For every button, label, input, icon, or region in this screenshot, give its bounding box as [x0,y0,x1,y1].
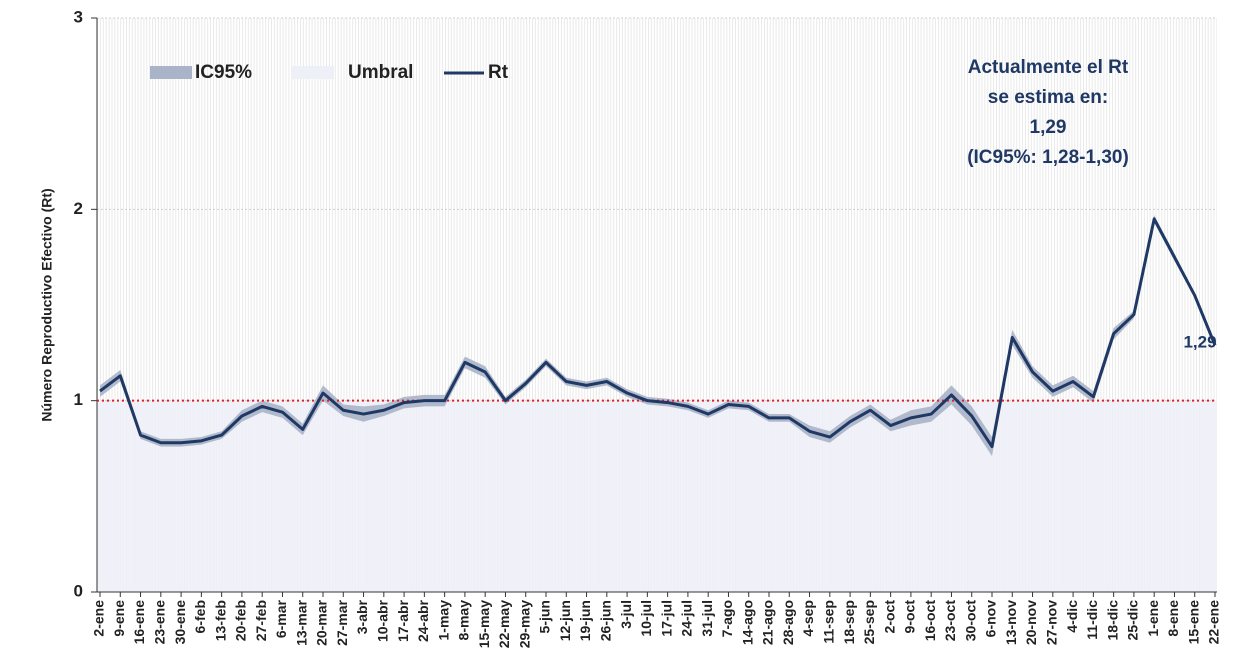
x-tick-label: 23-oct [942,600,958,642]
y-tick-label: 1 [74,390,83,409]
x-tick-label: 25-sep [861,600,877,644]
x-tick-label: 19-jun [577,600,593,641]
x-tick-label: 2-ene [91,600,107,637]
y-tick-label: 0 [74,581,83,600]
x-tick-label: 17-abr [395,599,411,642]
rt-line [99,217,1217,449]
x-tick-label: 27-nov [1044,600,1060,645]
x-tick-label: 10-abr [375,599,391,642]
x-tick-label: 16-ene [131,600,147,645]
x-tick-label: 24-jul [679,600,695,637]
x-tick-label: 8-ene [1165,600,1181,637]
legend-label: IC95% [195,62,252,83]
x-tick-label: 4-dic [1064,600,1080,633]
x-tick-label: 30-oct [962,600,978,642]
x-tick-label: 11-dic [1084,600,1100,640]
x-tick-label: 22-ene [1206,600,1222,645]
x-tick-label: 6-mar [273,599,289,638]
x-tick-label: 4-sep [800,600,816,637]
x-tick-label: 23-ene [152,600,168,645]
x-tick-label: 8-may [456,600,472,641]
x-tick-label: 18-dic [1104,600,1120,641]
annotation: (IC95%: 1,28-1,30) [967,147,1129,168]
x-tick-label: 1-ene [1145,600,1161,637]
x-tick-label: 13-mar [293,599,309,645]
threshold-area [97,400,1217,592]
x-tick-label: 27-mar [334,599,350,645]
x-tick-label: 9-ene [111,600,127,637]
y-tick-label: 2 [74,199,83,218]
x-tick-label: 13-feb [212,600,228,641]
x-tick-label: 15-may [476,600,492,648]
y-tick-label: 3 [74,7,83,26]
x-tick-label: 26-jun [598,600,614,641]
x-tick-label: 14-ago [739,600,755,645]
x-tick-label: 20-mar [314,599,330,645]
x-tick-label: 24-abr [415,599,431,642]
x-tick-label: 30-ene [172,600,188,645]
annotation: 1,29 [1030,117,1067,138]
legend-label: Umbral [348,62,413,83]
x-tick-label: 2-oct [881,600,897,634]
end-label: 1,29 [1183,332,1216,351]
x-tick-label: 11-sep [821,600,837,644]
x-tick-label: 6-nov [983,600,999,638]
x-tick-label: 31-jul [699,600,715,637]
legend-swatch [292,66,334,79]
x-tick-label: 1-may [435,600,451,641]
x-tick-label: 25-dic [1125,600,1141,641]
x-tick-label: 13-nov [1003,600,1019,645]
x-tick-label: 3-abr [354,599,370,634]
x-tick-label: 20-nov [1023,600,1039,645]
legend-swatch [150,66,192,79]
y-axis-label: Número Reproductivo Efectivo (Rt) [39,188,55,421]
x-tick-label: 7-ago [719,600,735,637]
annotation: Actualmente el Rt [968,57,1129,78]
x-tick-label: 3-jul [618,600,634,629]
x-tick-label: 18-sep [841,600,857,644]
x-tick-label: 5-jun [537,600,553,633]
x-tick-label: 20-feb [233,600,249,641]
x-tick-label: 29-may [516,600,532,648]
x-tick-label: 17-jul [658,600,674,637]
annotation: se estima en: [988,87,1108,108]
x-tick-label: 12-jun [557,600,573,641]
x-tick-label: 21-ago [760,600,776,645]
x-tick-label: 16-oct [922,600,938,642]
x-tick-label: 28-ago [780,600,796,645]
x-tick-label: 6-feb [192,600,208,633]
x-tick-label: 10-jul [638,600,654,637]
legend-label: Rt [488,62,509,83]
x-tick-label: 15-ene [1185,600,1201,645]
x-tick-label: 27-feb [253,600,269,641]
x-tick-label: 9-oct [902,600,918,634]
x-tick-label: 22-may [496,600,512,648]
